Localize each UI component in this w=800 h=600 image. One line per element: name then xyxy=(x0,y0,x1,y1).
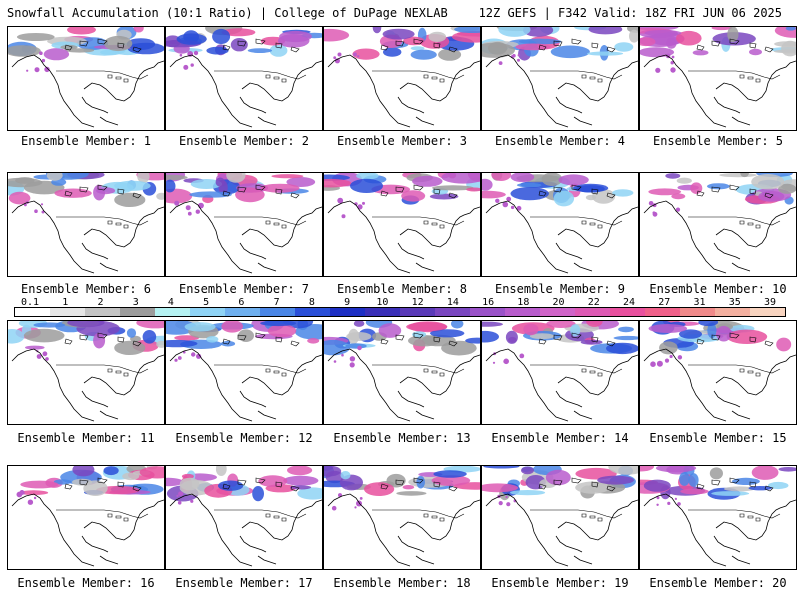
colorbar-swatch-2 xyxy=(50,308,85,316)
colorbar-tick-label: 9 xyxy=(344,297,351,308)
colorbar-tick-label: 5 xyxy=(203,297,210,308)
ensemble-member-label-15: Ensemble Member: 15 xyxy=(649,431,787,445)
colorbar-tick-label: 39 xyxy=(763,297,777,308)
colorbar-swatch-8 xyxy=(260,308,295,316)
ensemble-member-map-11 xyxy=(7,320,165,425)
colorbar-tick-label: 22 xyxy=(587,297,600,308)
ensemble-member-map-8 xyxy=(323,172,481,277)
colorbar-swatch-1 xyxy=(15,308,50,316)
ensemble-member-label-16: Ensemble Member: 16 xyxy=(17,576,155,590)
ensemble-member-label-14: Ensemble Member: 14 xyxy=(491,431,629,445)
colorbar-swatch-10 xyxy=(330,308,365,316)
colorbar-swatch-15 xyxy=(505,308,540,316)
colorbar-tick-label: 27 xyxy=(658,297,671,308)
colorbar-tick-label: 10 xyxy=(376,297,389,308)
ensemble-member-map-12 xyxy=(165,320,323,425)
colorbar-tick-label: 0.1 xyxy=(20,297,40,308)
ensemble-member-label-19: Ensemble Member: 19 xyxy=(491,576,629,590)
colorbar-swatch-3 xyxy=(85,308,120,316)
colorbar-swatch-14 xyxy=(470,308,505,316)
colorbar-tick-label: 35 xyxy=(728,297,741,308)
colorbar-swatch-22 xyxy=(750,308,785,316)
colorbar-tick-label: 31 xyxy=(693,297,706,308)
colorbar-swatch-12 xyxy=(400,308,435,316)
ensemble-member-map-14 xyxy=(481,320,639,425)
colorbar-swatch-18 xyxy=(610,308,645,316)
ensemble-member-map-16 xyxy=(7,465,165,570)
ensemble-member-label-2: Ensemble Member: 2 xyxy=(178,134,310,148)
snowfall-colorbar xyxy=(14,307,786,317)
model-run-valid-time: 12Z GEFS | F342 Valid: 18Z FRI JUN 06 20… xyxy=(478,6,782,20)
ensemble-member-map-9 xyxy=(481,172,639,277)
colorbar-swatch-13 xyxy=(435,308,470,316)
colorbar-tick-label: 2 xyxy=(97,297,104,308)
ensemble-member-label-4: Ensemble Member: 4 xyxy=(494,134,626,148)
ensemble-member-map-6 xyxy=(7,172,165,277)
ensemble-member-label-5: Ensemble Member: 5 xyxy=(652,134,784,148)
colorbar-swatch-4 xyxy=(120,308,155,316)
colorbar-tick-label: 4 xyxy=(167,297,174,308)
colorbar-swatch-9 xyxy=(295,308,330,316)
ensemble-member-map-3 xyxy=(323,26,481,131)
colorbar-tick-label: 12 xyxy=(411,297,424,308)
ensemble-member-map-7 xyxy=(165,172,323,277)
ensemble-member-map-5 xyxy=(639,26,797,131)
map-title: Snowfall Accumulation (10:1 Ratio) | Col… xyxy=(7,6,448,20)
colorbar-swatch-16 xyxy=(540,308,575,316)
ensemble-member-label-17: Ensemble Member: 17 xyxy=(175,576,313,590)
colorbar-swatch-21 xyxy=(715,308,750,316)
ensemble-member-label-1: Ensemble Member: 1 xyxy=(20,134,152,148)
ensemble-member-label-13: Ensemble Member: 13 xyxy=(333,431,471,445)
ensemble-member-map-17 xyxy=(165,465,323,570)
ensemble-member-map-13 xyxy=(323,320,481,425)
colorbar-tick-label: 14 xyxy=(446,297,459,308)
ensemble-member-label-11: Ensemble Member: 11 xyxy=(17,431,155,445)
ensemble-member-label-12: Ensemble Member: 12 xyxy=(175,431,313,445)
colorbar-swatch-20 xyxy=(680,308,715,316)
colorbar-swatch-11 xyxy=(365,308,400,316)
colorbar-tick-label: 7 xyxy=(273,297,280,308)
colorbar-tick-label: 24 xyxy=(623,297,636,308)
colorbar-swatch-6 xyxy=(190,308,225,316)
ensemble-member-label-18: Ensemble Member: 18 xyxy=(333,576,471,590)
ensemble-member-label-6: Ensemble Member: 6 xyxy=(20,282,152,296)
colorbar-tick-label: 16 xyxy=(482,297,495,308)
ensemble-member-map-19 xyxy=(481,465,639,570)
colorbar-tick-label: 8 xyxy=(308,297,315,308)
ensemble-member-label-8: Ensemble Member: 8 xyxy=(336,282,468,296)
colorbar-tick-label: 1 xyxy=(62,297,69,308)
colorbar-tick-label: 6 xyxy=(238,297,245,308)
ensemble-member-map-10 xyxy=(639,172,797,277)
ensemble-member-label-3: Ensemble Member: 3 xyxy=(336,134,468,148)
ensemble-member-label-10: Ensemble Member: 10 xyxy=(649,282,787,296)
colorbar-swatch-17 xyxy=(575,308,610,316)
ensemble-member-map-2 xyxy=(165,26,323,131)
ensemble-member-label-20: Ensemble Member: 20 xyxy=(649,576,787,590)
ensemble-member-label-7: Ensemble Member: 7 xyxy=(178,282,310,296)
ensemble-member-map-18 xyxy=(323,465,481,570)
ensemble-member-map-15 xyxy=(639,320,797,425)
colorbar-swatch-19 xyxy=(645,308,680,316)
colorbar-tick-label: 20 xyxy=(552,297,565,308)
colorbar-swatch-7 xyxy=(225,308,260,316)
colorbar-tick-label: 18 xyxy=(517,297,530,308)
ensemble-member-map-20 xyxy=(639,465,797,570)
colorbar-tick-label: 3 xyxy=(132,297,139,308)
colorbar-swatch-5 xyxy=(155,308,190,316)
ensemble-member-label-9: Ensemble Member: 9 xyxy=(494,282,626,296)
ensemble-member-map-4 xyxy=(481,26,639,131)
ensemble-member-map-1 xyxy=(7,26,165,131)
